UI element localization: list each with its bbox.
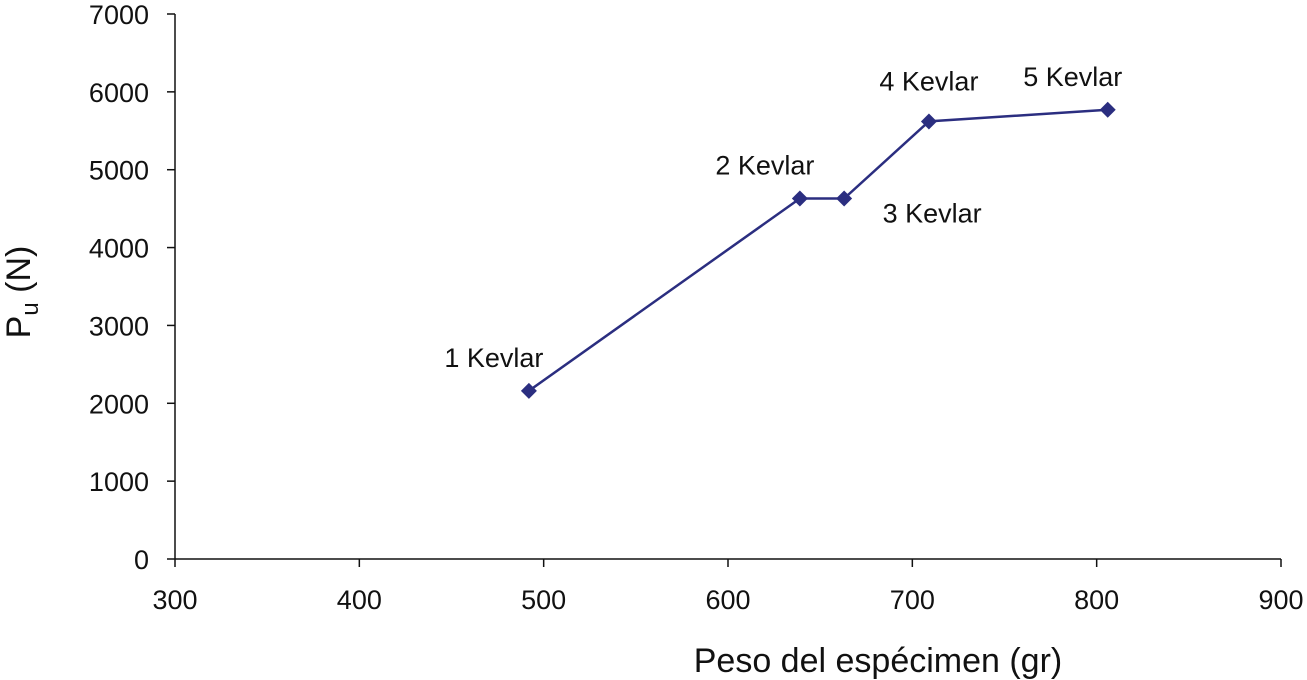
- data-point-label: 4 Kevlar: [879, 66, 978, 96]
- y-axis-title-suffix: (N): [0, 246, 38, 303]
- x-tick-label: 800: [1074, 585, 1119, 615]
- x-tick-label: 700: [890, 585, 935, 615]
- x-tick-label: 600: [705, 585, 750, 615]
- x-tick-label: 300: [152, 585, 197, 615]
- data-point-marker: [1099, 101, 1116, 118]
- y-tick-label: 2000: [89, 389, 149, 419]
- x-tick-label: 500: [521, 585, 566, 615]
- data-point-label: 1 Kevlar: [444, 343, 543, 373]
- x-tick-label: 900: [1258, 585, 1303, 615]
- data-point-marker: [520, 382, 537, 399]
- y-tick-label: 3000: [89, 311, 149, 341]
- series-line: [528, 108, 1108, 392]
- y-tick-label: 1000: [89, 467, 149, 497]
- y-axis-title-main: P: [0, 316, 38, 339]
- y-tick-label: 6000: [89, 78, 149, 108]
- plot-area: 0 1000 2000 3000 4000 5000 6000 7000 300 400 500 60…: [89, 0, 1304, 615]
- y-tick-label: 7000: [89, 0, 149, 30]
- data-point-label: 3 Kevlar: [883, 199, 982, 229]
- data-point-marker: [791, 190, 808, 207]
- y-axis-title: Pu (N): [0, 246, 44, 339]
- y-tick-label: 5000: [89, 156, 149, 186]
- y-tick-label: 0: [134, 545, 149, 575]
- x-axis-title: Peso del espécimen (gr): [694, 642, 1063, 680]
- data-point-marker: [836, 190, 853, 207]
- data-point-label: 2 Kevlar: [715, 151, 814, 181]
- data-point-label: 5 Kevlar: [1023, 62, 1122, 92]
- y-axis-title-subscript: u: [17, 302, 44, 315]
- data-point-marker: [920, 113, 937, 130]
- x-tick-label: 400: [337, 585, 382, 615]
- y-tick-label: 4000: [89, 234, 149, 264]
